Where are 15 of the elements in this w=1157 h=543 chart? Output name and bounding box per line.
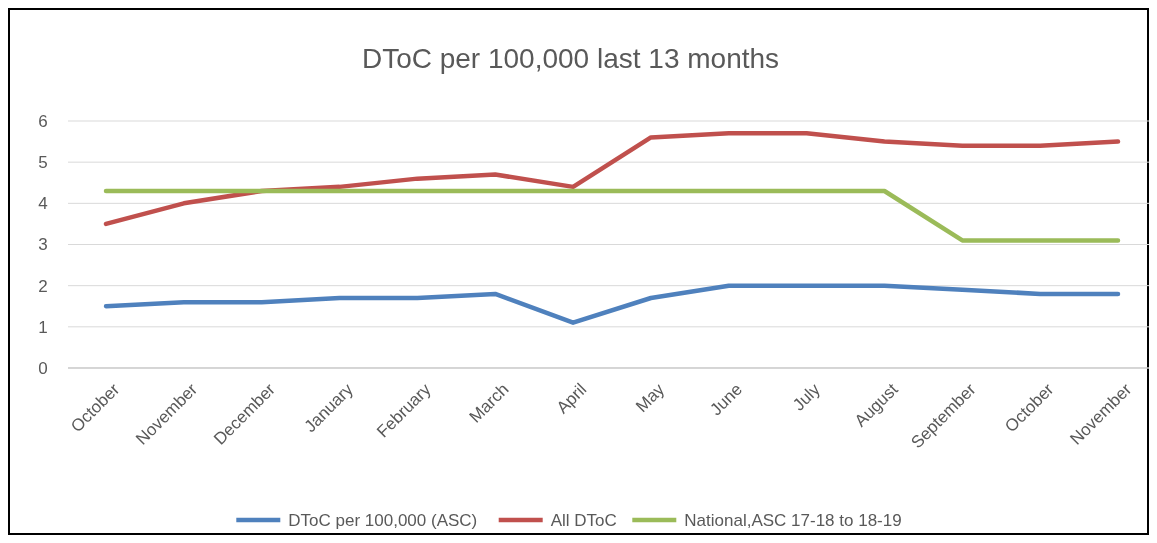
y-tick-label: 0	[38, 358, 48, 378]
x-tick-label: May	[632, 379, 669, 416]
y-tick-label: 1	[38, 317, 48, 337]
legend-label: DToC per 100,000 (ASC)	[288, 510, 478, 530]
y-tick-label: 4	[38, 194, 48, 214]
chart-title: DToC per 100,000 last 13 months	[361, 43, 780, 74]
line-series	[103, 283, 1121, 325]
x-tick-label: July	[789, 379, 825, 415]
legend-label: National,ASC 17-18 to 18-19	[684, 510, 902, 530]
line-series	[103, 131, 1121, 227]
legend-label: All DToC	[550, 510, 617, 530]
y-tick-label: 3	[38, 235, 48, 255]
y-tick-label: 2	[38, 276, 48, 296]
y-tick-label: 5	[38, 153, 48, 173]
y-tick-label: 6	[38, 111, 48, 131]
